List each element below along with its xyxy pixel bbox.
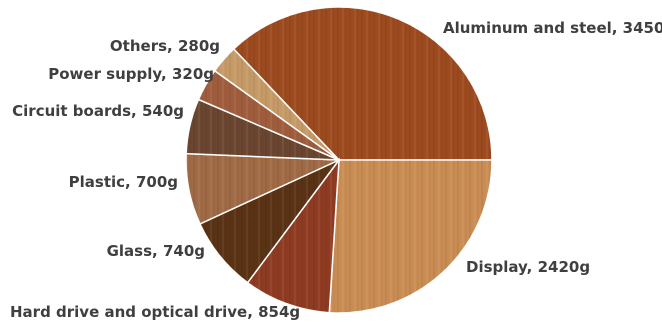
label-glass: Glass, 740g xyxy=(107,242,205,260)
slice-texture-glass xyxy=(199,160,339,283)
slice-texture-power-supply xyxy=(198,70,339,160)
slice-texture-circuit-boards xyxy=(186,99,339,160)
label-aluminum-and-steel: Aluminum and steel, 3450g xyxy=(443,19,662,37)
label-display: Display, 2420g xyxy=(466,258,590,276)
label-circuit-boards: Circuit boards, 540g xyxy=(12,102,184,120)
label-others: Others, 280g xyxy=(110,37,220,55)
slice-texture-plastic xyxy=(185,153,339,224)
label-power-supply: Power supply, 320g xyxy=(48,65,214,83)
label-plastic: Plastic, 700g xyxy=(69,173,178,191)
slice-texture-display xyxy=(329,160,492,313)
pie-labels: Aluminum and steel, 3450g Display, 2420g… xyxy=(10,19,662,321)
label-hard-drive-and-optical-drive: Hard drive and optical drive, 854g xyxy=(10,303,300,321)
slice-texture-aluminum-and-steel xyxy=(233,6,492,161)
pie-slices xyxy=(185,6,493,314)
slice-texture-hard-drive-and-optical-drive xyxy=(247,160,339,313)
slice-texture-others xyxy=(214,49,339,160)
